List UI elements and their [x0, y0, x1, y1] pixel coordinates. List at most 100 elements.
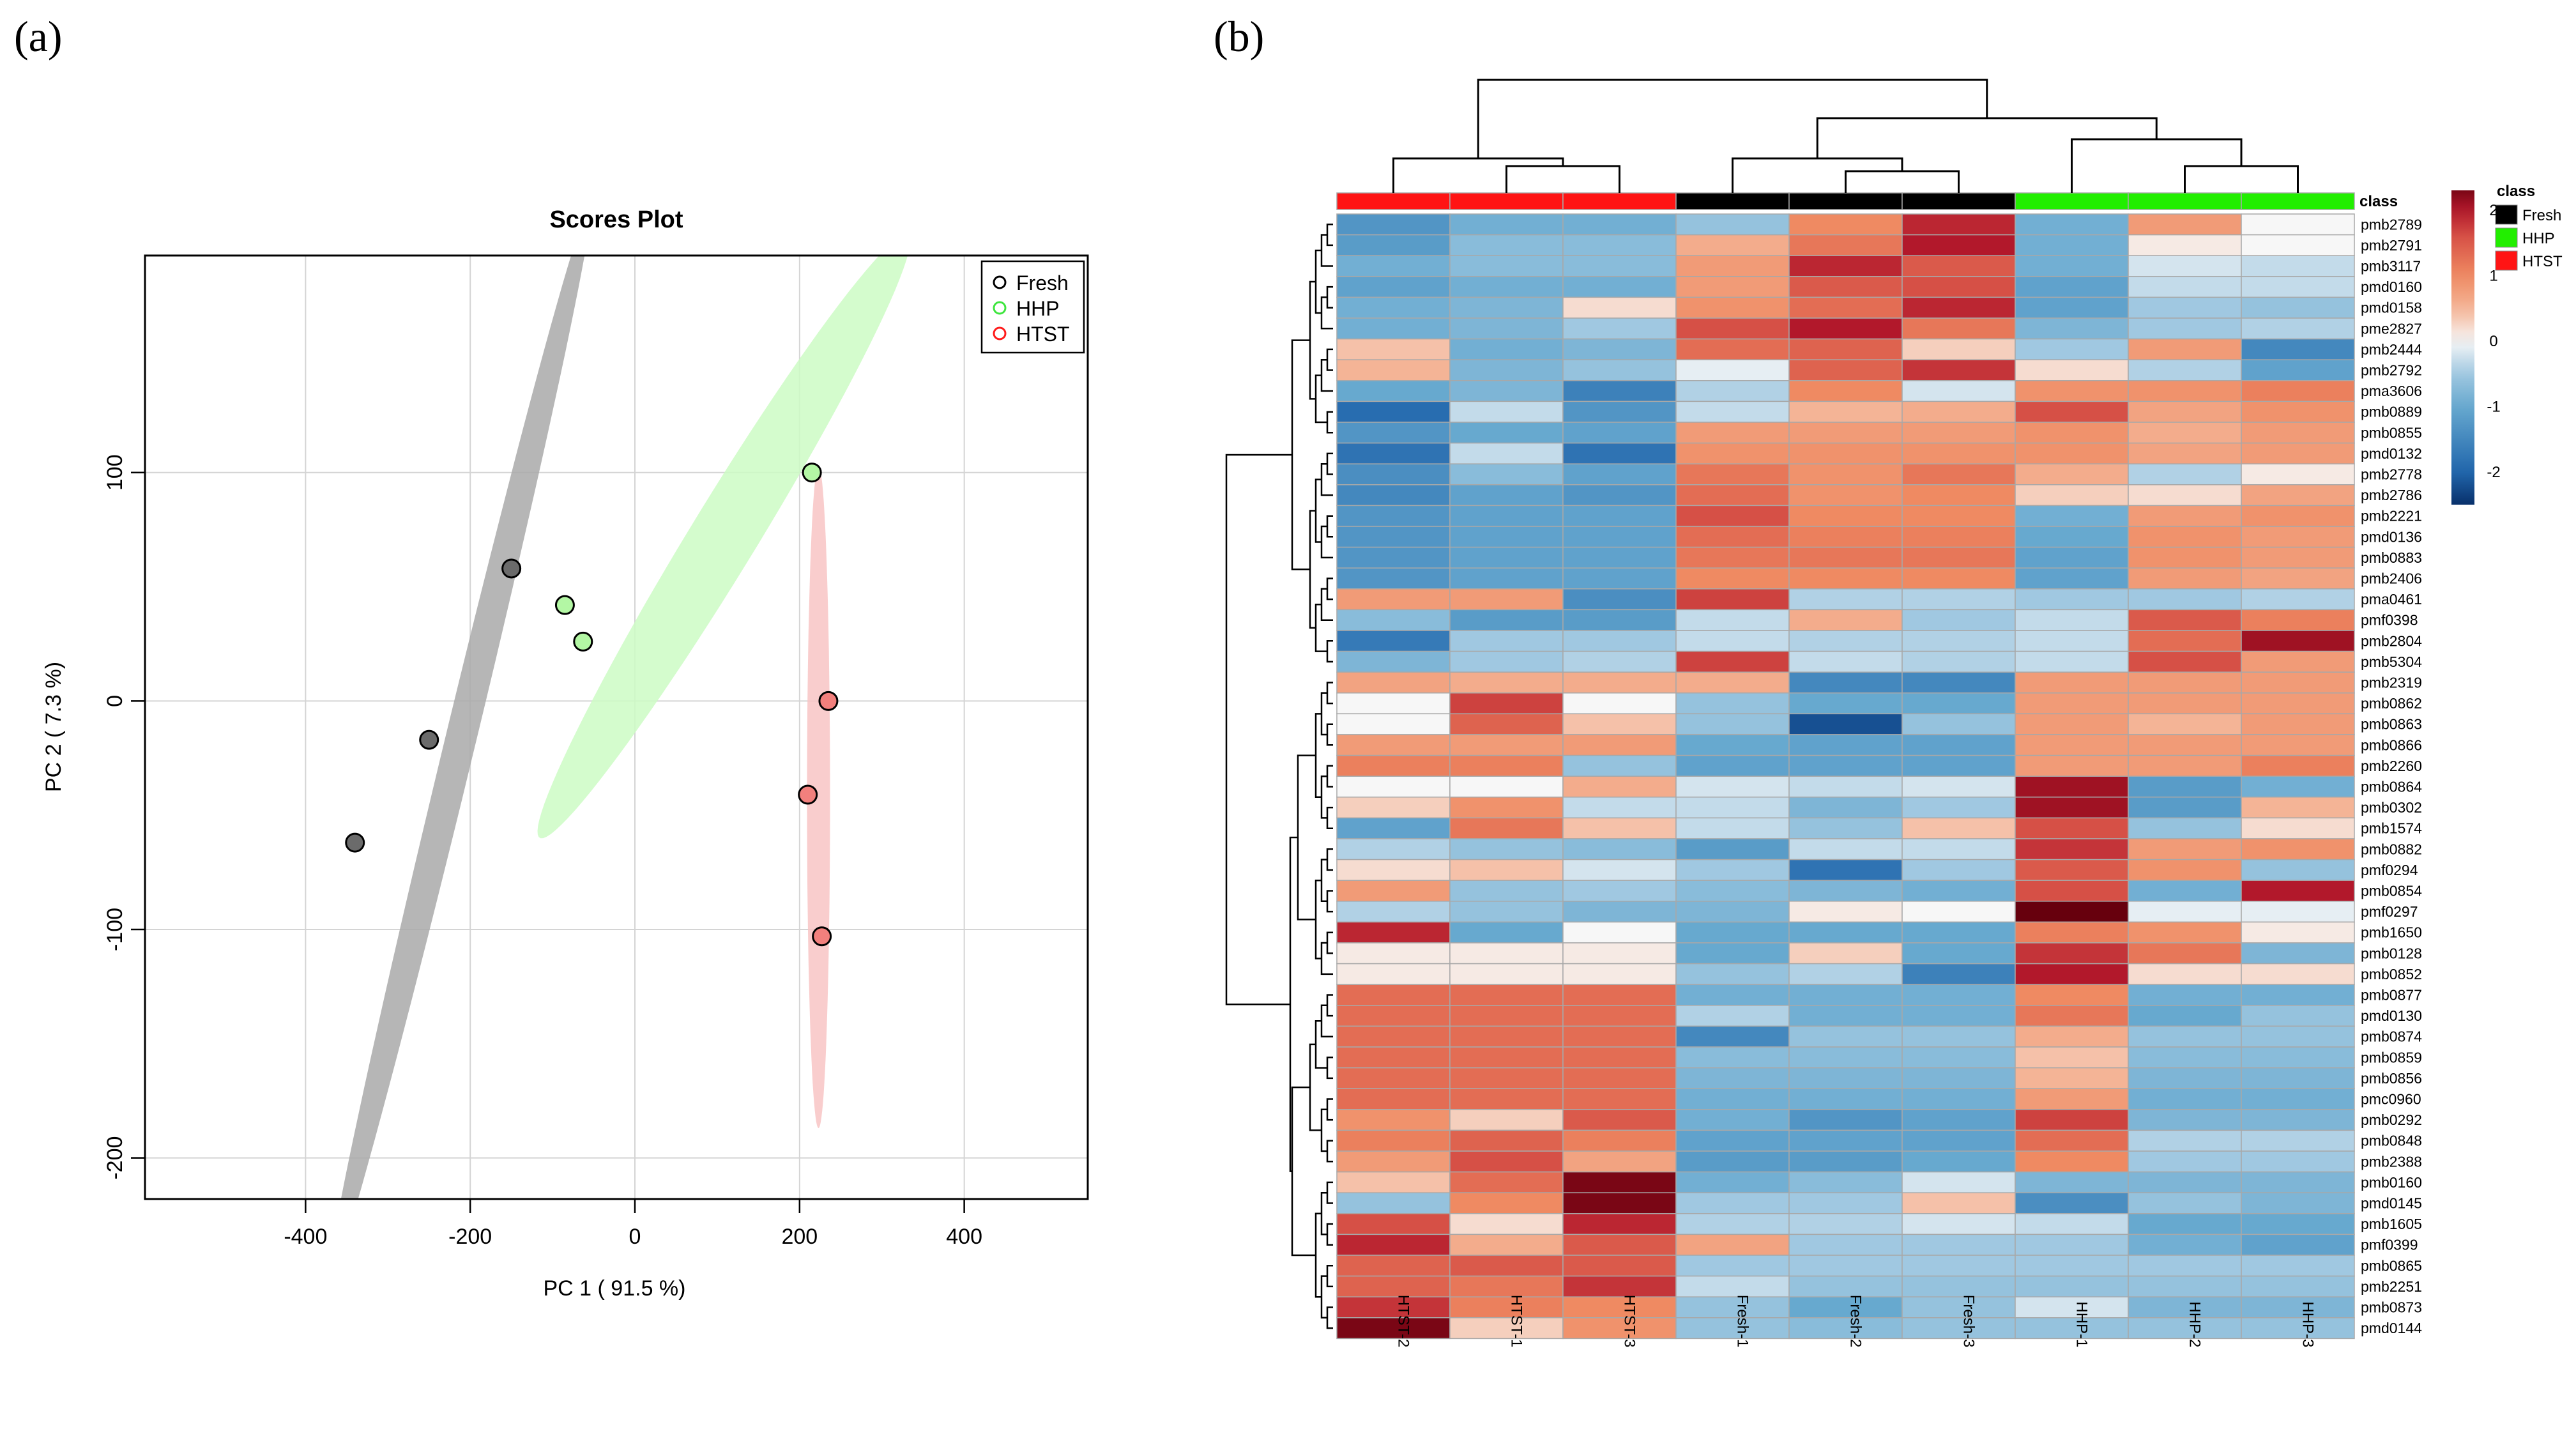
heatmap-cell: [1675, 588, 1790, 611]
heatmap-cell: [2241, 546, 2355, 569]
heatmap-cell: [1788, 1213, 1903, 1235]
confidence-ellipse-fresh: [340, 256, 585, 1199]
heatmap-cell: [1336, 296, 1451, 319]
row-label: pmd0130: [2361, 1007, 2422, 1024]
heatmap-cell: [2128, 1255, 2242, 1277]
heatmap-cell: [2128, 1171, 2242, 1193]
heatmap-cell: [1902, 296, 2016, 319]
row-label: pmb0883: [2361, 549, 2422, 566]
heatmap-cell: [1902, 984, 2016, 1006]
heatmap-cell: [1336, 546, 1451, 569]
heatmap-cell: [2128, 797, 2242, 819]
heatmap-cell: [2128, 1088, 2242, 1110]
data-point-fresh: [345, 832, 365, 853]
heatmap-cell: [2128, 1296, 2242, 1318]
heatmap-cell: [2128, 754, 2242, 777]
heatmap-cell: [2241, 401, 2355, 423]
heatmap-cell: [1788, 588, 1903, 611]
heatmap-cell: [1562, 609, 1677, 631]
heatmap-cell: [1449, 338, 1564, 360]
heatmap-cells: [1336, 213, 2355, 1340]
heatmap-cell: [2015, 921, 2129, 944]
row-label: pmf0399: [2361, 1237, 2418, 1253]
heatmap-cell: [1336, 1005, 1451, 1027]
heatmap-cell: [1902, 1317, 2016, 1340]
class-legend-swatch-hhp: [2495, 227, 2518, 248]
heatmap-cell: [2241, 442, 2355, 464]
heatmap-cell: [2241, 692, 2355, 715]
row-label: pmb0852: [2361, 966, 2422, 982]
heatmap-cell: [1902, 567, 2016, 590]
heatmap-cell: [1336, 1255, 1451, 1277]
heatmap-cell: [2128, 859, 2242, 881]
heatmap-cell: [1562, 963, 1677, 985]
heatmap-cell: [1562, 213, 1677, 236]
heatmap-cell: [2015, 1213, 2129, 1235]
heatmap-cell: [1902, 1171, 2016, 1193]
dendrogram-link: [1326, 1181, 1333, 1204]
row-label: pmb0160: [2361, 1174, 2422, 1191]
heatmap-cell: [2241, 1005, 2355, 1027]
heatmap-cell: [2128, 567, 2242, 590]
heatmap-cell: [2015, 838, 2129, 860]
heatmap-cell: [1449, 380, 1564, 402]
heatmap-cell: [2241, 1171, 2355, 1193]
heatmap-cell: [1902, 921, 2016, 944]
heatmap-cell: [1562, 859, 1677, 881]
row-label: pmb2789: [2361, 216, 2422, 233]
dendrogram-link: [1732, 157, 1903, 193]
heatmap-cell: [1562, 588, 1677, 611]
column-dendrogram: [1392, 79, 2299, 193]
heatmap-cell: [1902, 963, 2016, 985]
class-legend-label-htst: HTST: [2522, 253, 2563, 270]
heatmap-cell: [1336, 859, 1451, 881]
heatmap-cell: [2128, 1275, 2242, 1297]
data-point-fresh: [501, 558, 522, 579]
heatmap-cell: [2015, 1317, 2129, 1340]
heatmap-cell: [2128, 317, 2242, 340]
heatmap-cell: [1788, 359, 1903, 381]
heatmap-cell: [2128, 1046, 2242, 1069]
heatmap-cell: [1902, 838, 2016, 860]
heatmap-cell: [2128, 692, 2242, 715]
row-label: pmb0859: [2361, 1049, 2422, 1066]
heatmap-cell: [2241, 1296, 2355, 1318]
heatmap-cell: [2015, 442, 2129, 464]
heatmap-cell: [1562, 671, 1677, 694]
colorbar: [2451, 190, 2474, 505]
heatmap-cell: [1336, 921, 1451, 944]
heatmap-cell: [2128, 338, 2242, 360]
heatmap-cell: [2128, 484, 2242, 507]
heatmap-cell: [1562, 692, 1677, 715]
heatmap-cell: [1336, 526, 1451, 548]
heatmap-cell: [2015, 1088, 2129, 1110]
heatmap-cell: [1336, 797, 1451, 819]
heatmap-cell: [1336, 1025, 1451, 1048]
row-label: pmb1650: [2361, 924, 2422, 941]
heatmap-cell: [1336, 234, 1451, 256]
class-bar-cell: [1675, 192, 1790, 210]
data-point-hhp: [573, 631, 593, 652]
heatmap-cell: [1449, 859, 1564, 881]
heatmap-cell: [1562, 1067, 1677, 1089]
heatmap-cell: [2241, 942, 2355, 965]
heatmap-cell: [1675, 213, 1790, 236]
row-label: pmb2406: [2361, 570, 2422, 587]
dendrogram-link: [1326, 931, 1333, 954]
row-label: pmb0865: [2361, 1257, 2422, 1274]
row-label: pmb2388: [2361, 1153, 2422, 1170]
heatmap-cell: [1788, 901, 1903, 923]
heatmap-cell: [2015, 671, 2129, 694]
dendrogram-link: [1326, 286, 1333, 309]
heatmap-cell: [2241, 1067, 2355, 1089]
heatmap-cell: [1788, 671, 1903, 694]
heatmap-cell: [2015, 1296, 2129, 1318]
heatmap-cell: [1788, 1317, 1903, 1340]
heatmap-cell: [1562, 1025, 1677, 1048]
heatmap-cell: [1902, 1296, 2016, 1318]
class-bar-cell: [1449, 192, 1564, 210]
heatmap-cell: [1449, 713, 1564, 735]
heatmap-cell: [1562, 754, 1677, 777]
row-label: pmb1605: [2361, 1216, 2422, 1232]
heatmap-cell: [2241, 484, 2355, 507]
